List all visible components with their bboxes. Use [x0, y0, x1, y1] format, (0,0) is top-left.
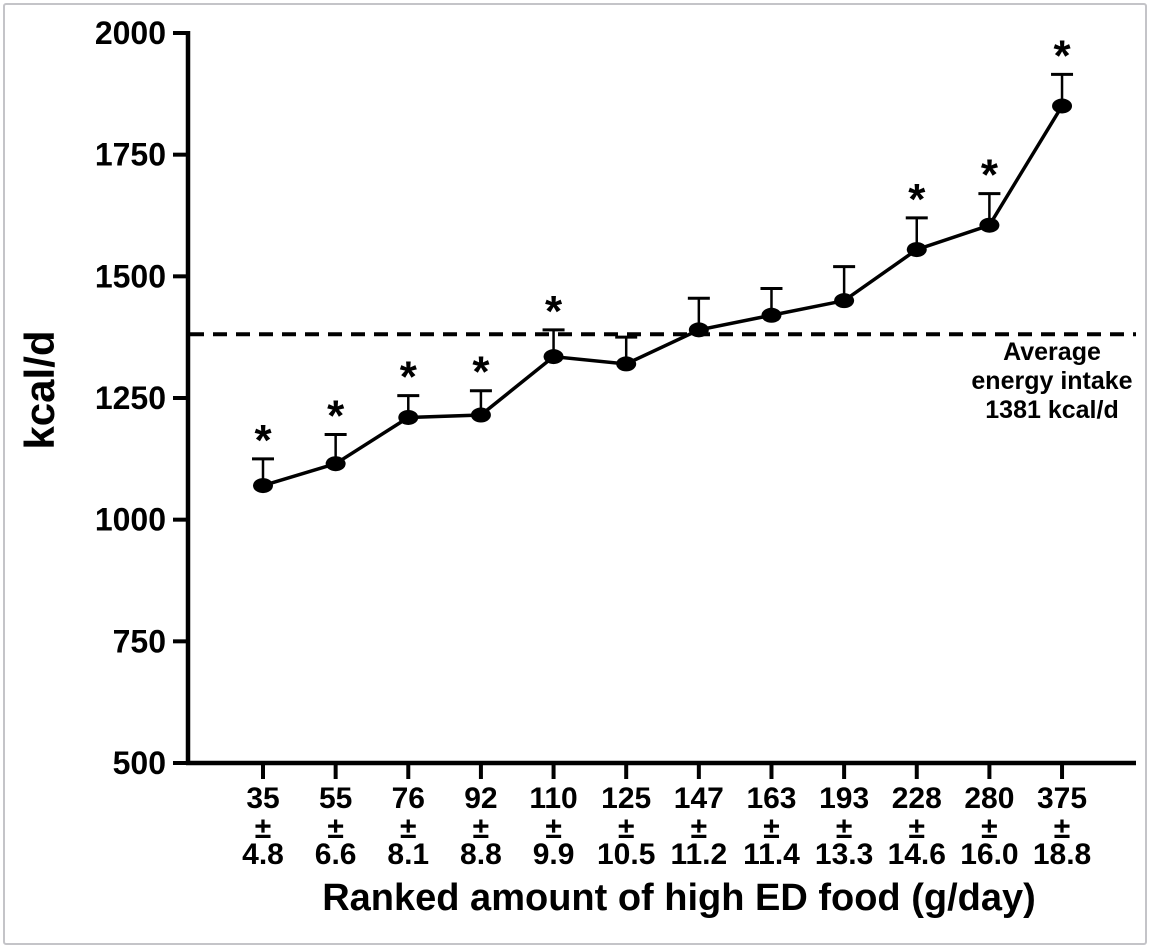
annotation-line-1: Average — [1003, 338, 1101, 366]
data-point-marker — [1052, 98, 1073, 114]
y-tick-label: 2000 — [95, 15, 166, 51]
significance-asterisk: * — [400, 353, 418, 402]
x-tick-sem: 6.6 — [315, 838, 357, 871]
significance-asterisk: * — [545, 287, 563, 336]
x-tick-plus-minus: ± — [1054, 812, 1070, 845]
data-point-marker — [253, 478, 273, 494]
x-tick-amount: 76 — [392, 782, 425, 815]
x-tick-plus-minus: ± — [255, 812, 271, 845]
x-tick-plus-minus: ± — [836, 812, 852, 845]
data-point-marker — [398, 409, 419, 425]
y-axis-title: kcal/d — [16, 330, 63, 450]
x-tick-amount: 193 — [819, 782, 869, 815]
x-tick-amount: 163 — [746, 782, 796, 815]
x-tick-plus-minus: ± — [618, 812, 634, 845]
x-tick-plus-minus: ± — [400, 812, 416, 845]
x-tick-sem: 9.9 — [533, 838, 575, 871]
x-tick-amount: 110 — [529, 782, 577, 815]
reference-line-annotation: Average energy intake 1381 kcal/d — [971, 338, 1132, 425]
y-tick-label: 750 — [113, 623, 166, 659]
x-tick-plus-minus: ± — [981, 812, 997, 845]
x-tick-plus-minus: ± — [545, 812, 561, 845]
x-tick-amount: 92 — [464, 782, 497, 815]
x-tick-sem: 8.8 — [460, 838, 502, 871]
x-tick-sem: 14.6 — [888, 838, 946, 871]
x-tick-amount: 375 — [1037, 782, 1087, 815]
significance-asterisk: * — [908, 175, 926, 224]
significance-asterisk: * — [254, 416, 272, 465]
x-tick-plus-minus: ± — [473, 812, 489, 845]
x-tick-plus-minus: ± — [763, 812, 779, 845]
x-tick-plus-minus: ± — [691, 812, 707, 845]
x-tick-amount: 125 — [601, 782, 651, 815]
x-tick-amount: 280 — [964, 782, 1014, 815]
energy-intake-series-line — [262, 105, 1064, 488]
x-tick-sem: 11.2 — [670, 838, 727, 871]
x-tick-amount: 55 — [319, 782, 352, 815]
y-tick-label: 500 — [113, 745, 166, 781]
x-tick-amount: 35 — [246, 782, 279, 815]
data-point-marker — [616, 356, 637, 372]
significance-asterisk: * — [1053, 31, 1071, 80]
significance-asterisk: * — [472, 348, 490, 397]
x-tick-plus-minus: ± — [327, 812, 343, 845]
data-point-marker — [834, 293, 855, 309]
significance-asterisk: * — [327, 392, 345, 441]
x-tick-sem: 16.0 — [960, 838, 1018, 871]
annotation-line-2: energy intake — [971, 367, 1133, 395]
x-tick-amount: 147 — [674, 782, 724, 815]
data-point-marker — [543, 349, 564, 365]
x-axis-title: Ranked amount of high ED food (g/day) — [322, 877, 1036, 919]
y-tick-label: 1000 — [95, 502, 166, 538]
data-point-marker — [979, 217, 1000, 233]
x-tick-sem: 4.8 — [242, 838, 284, 871]
annotation-line-3: 1381 kcal/d — [985, 396, 1119, 424]
x-tick-sem: 8.1 — [387, 838, 429, 871]
y-tick-label: 1750 — [95, 137, 166, 173]
data-point-marker — [906, 242, 927, 258]
x-tick-sem: 18.8 — [1033, 838, 1091, 871]
x-tick-plus-minus: ± — [909, 812, 925, 845]
x-tick-sem: 11.4 — [743, 838, 800, 871]
x-tick-amount: 228 — [892, 782, 942, 815]
data-point-marker — [688, 322, 709, 338]
significance-asterisk: * — [981, 151, 999, 200]
x-tick-sem: 10.5 — [597, 838, 655, 871]
y-tick-label: 1250 — [95, 380, 166, 416]
data-point-marker — [470, 407, 491, 423]
data-point-marker — [761, 307, 782, 323]
data-point-marker — [325, 456, 346, 472]
x-tick-sem: 13.3 — [815, 838, 873, 871]
y-tick-label: 1500 — [95, 258, 166, 294]
